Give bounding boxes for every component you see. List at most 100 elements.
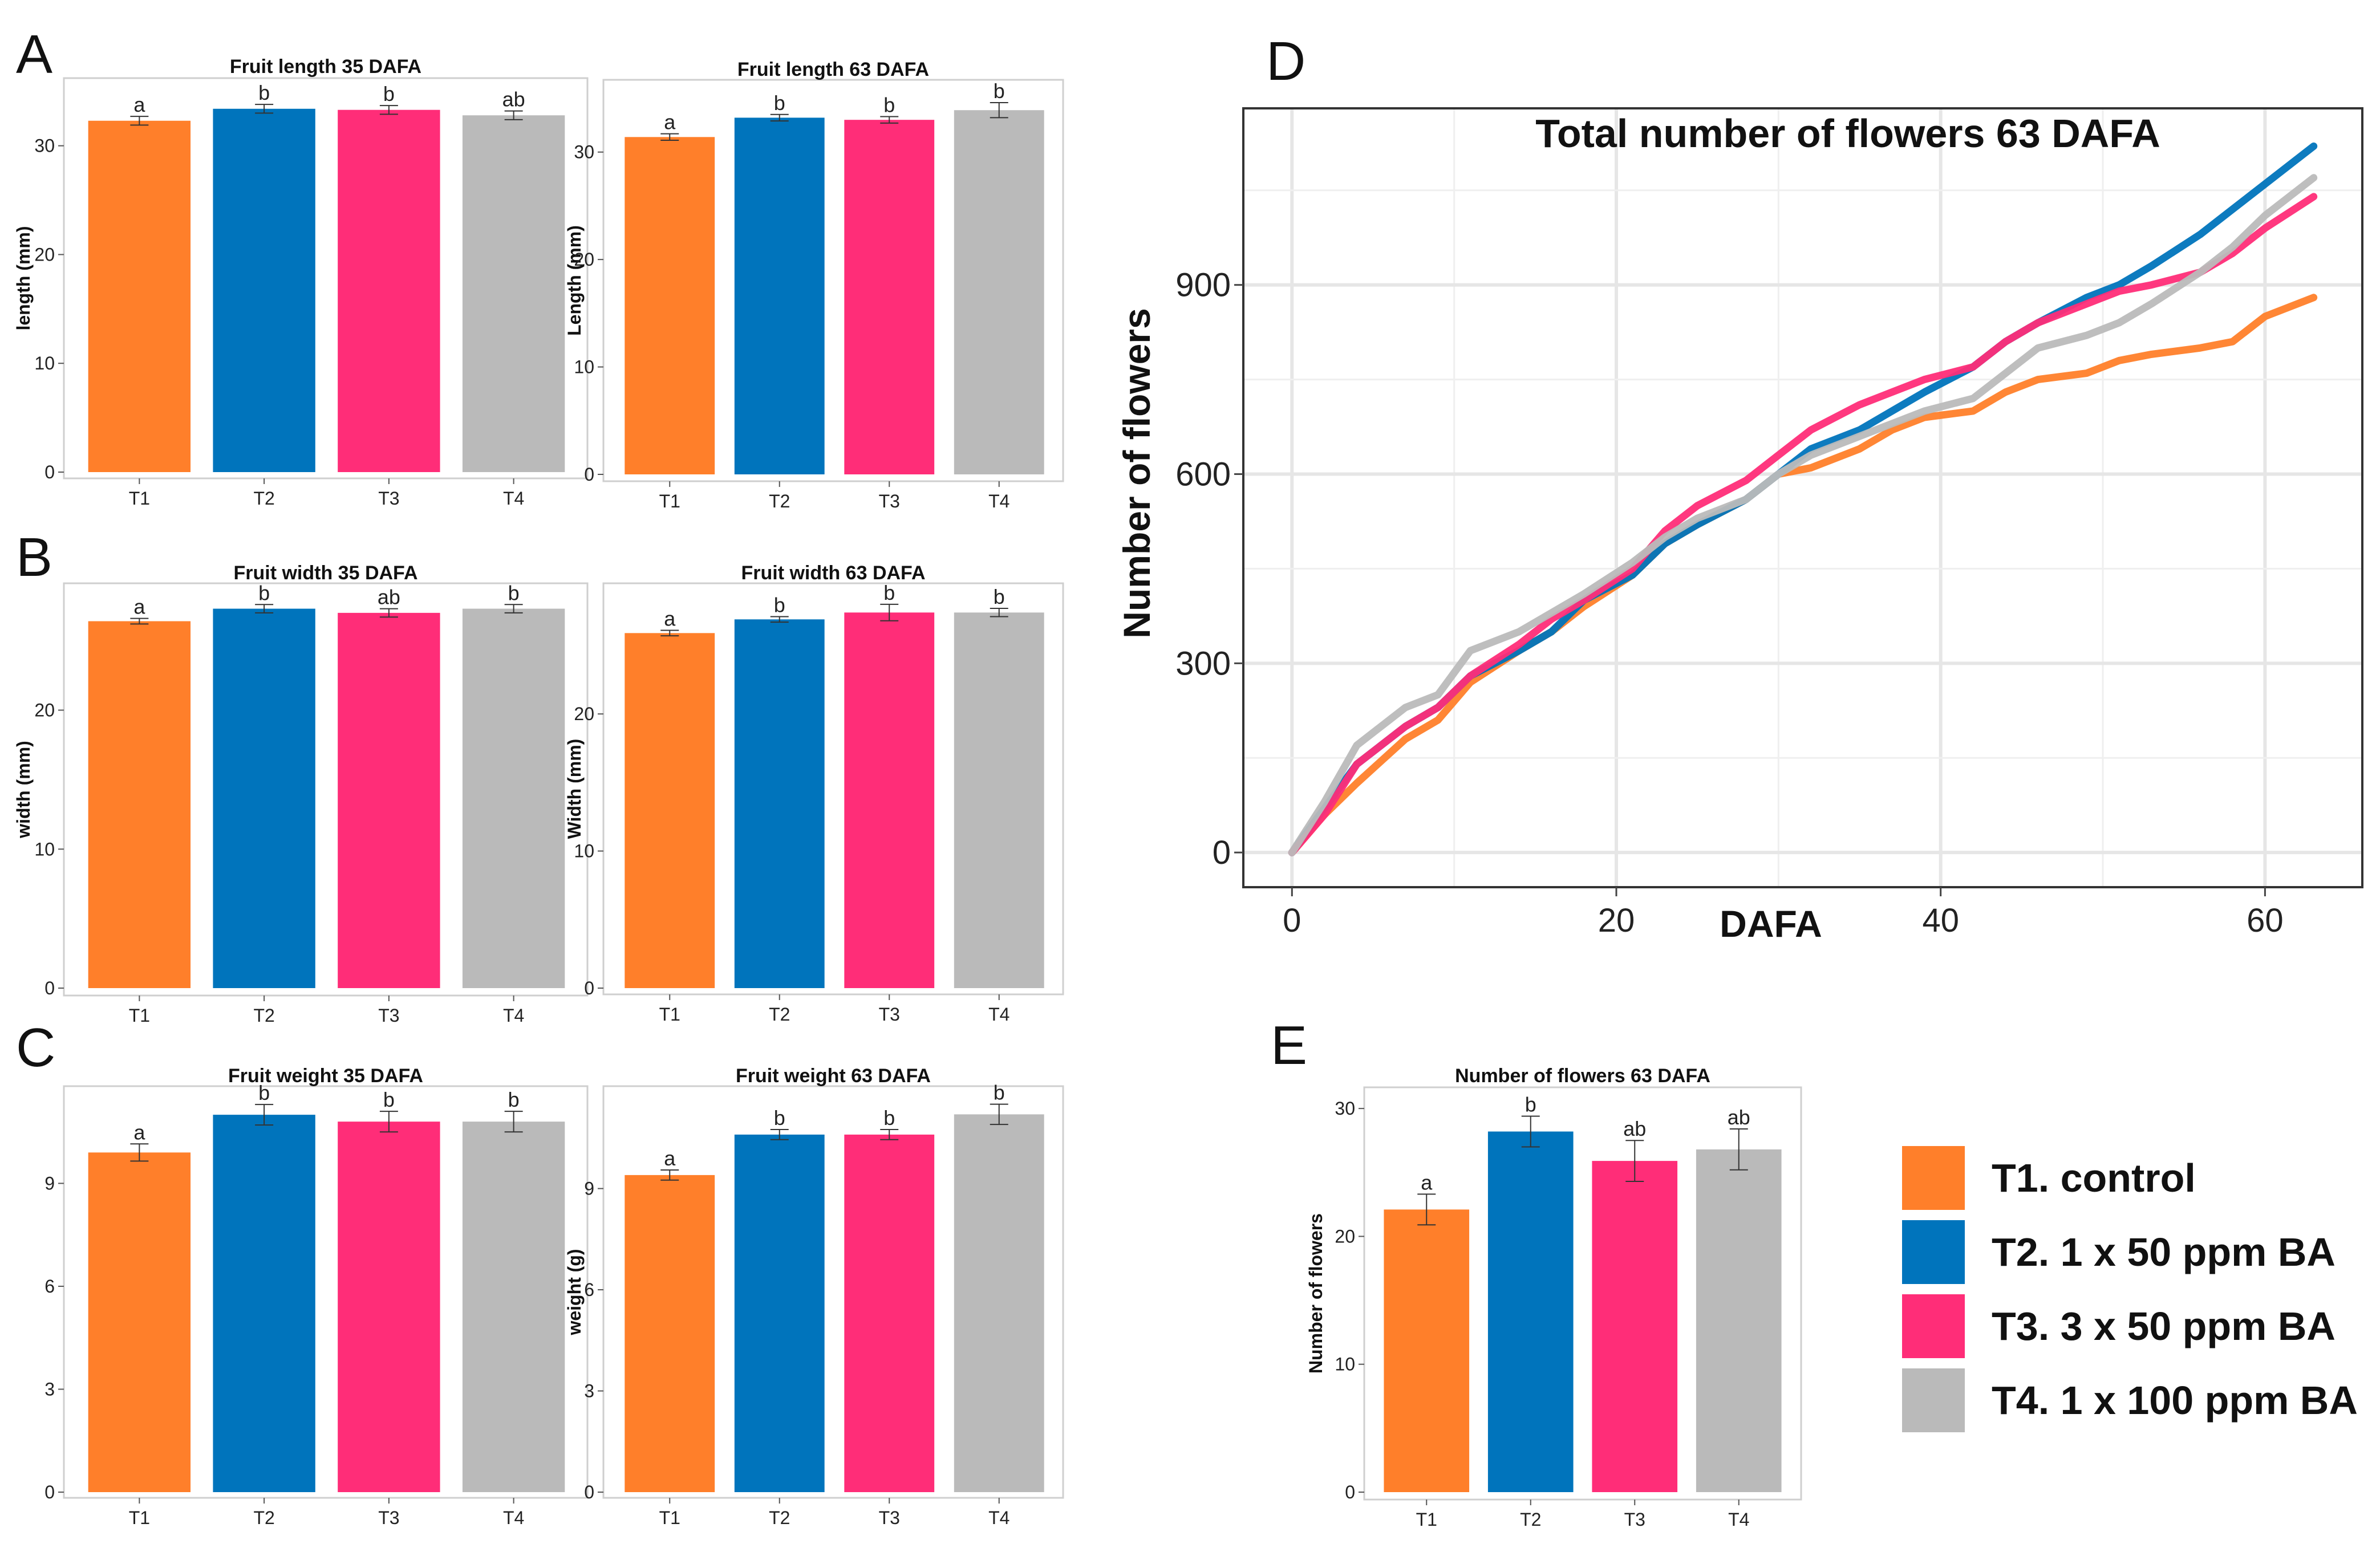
- chart-title: Fruit length 35 DAFA: [230, 56, 421, 78]
- bar-t3: [844, 120, 935, 474]
- error-bar-t2: [770, 113, 789, 122]
- chart-c2: Fruit weight 63 DAFA weight (g) 0 3 6 9 a T1 b T2…: [564, 1065, 1064, 1528]
- error-bar-t1: [130, 1143, 149, 1162]
- significance-label: a: [133, 595, 145, 619]
- error-bar-t3: [1625, 1140, 1644, 1182]
- panel-label-b: B: [16, 527, 52, 588]
- bar-t3: [338, 1122, 440, 1492]
- x-tick-label: 60: [2247, 902, 2284, 939]
- series-line-t4: [1288, 174, 2318, 856]
- x-tick-label: T1: [129, 1508, 150, 1528]
- legend-item-t2: T2. 1 x 50 ppm BA: [1902, 1220, 2336, 1284]
- y-tick-label: 0: [1345, 1482, 1355, 1502]
- x-tick-label: 0: [1283, 902, 1301, 939]
- chart-c1: Fruit weight 35 DAFA 0 3 6 9 a T1 b T2 b T3 b T4: [44, 1065, 589, 1528]
- chart-title: Number of flowers 63 DAFA: [1455, 1065, 1710, 1087]
- gridlines: [1243, 108, 2362, 887]
- chart-title: Fruit width 35 DAFA: [234, 562, 418, 584]
- significance-label: b: [508, 581, 520, 604]
- legend-swatch: [1902, 1220, 1965, 1284]
- error-bar-t4: [990, 102, 1008, 119]
- error-bar-t3: [379, 105, 398, 115]
- error-bar-t2: [255, 104, 274, 114]
- bar-t4: [954, 612, 1044, 988]
- legend-item-t3: T3. 3 x 50 ppm BA: [1902, 1294, 2336, 1358]
- x-axis-label: DAFA: [1720, 903, 1822, 945]
- y-tick-label: 9: [584, 1179, 594, 1199]
- x-tick-label: T3: [879, 491, 900, 511]
- y-axis-label: Number of flowers: [1305, 1213, 1326, 1374]
- chart-title: Fruit width 63 DAFA: [741, 562, 926, 584]
- y-tick-label: 0: [584, 464, 594, 485]
- y-tick-label: 0: [584, 978, 594, 998]
- bar-t3: [338, 109, 440, 472]
- significance-label: b: [883, 94, 895, 117]
- bar-t4: [462, 115, 565, 473]
- error-bar-t4: [1729, 1128, 1748, 1171]
- x-tick-label: 20: [1598, 902, 1635, 939]
- error-bar-t1: [1417, 1193, 1436, 1226]
- series-line-t3: [1288, 193, 2318, 856]
- bar-t4: [462, 1122, 565, 1492]
- series-line-t1: [1288, 294, 2318, 856]
- bar-t1: [625, 633, 715, 988]
- x-tick-label: T1: [659, 1508, 680, 1528]
- x-tick-label: T4: [988, 491, 1009, 511]
- y-tick-label: 600: [1175, 456, 1231, 493]
- legend-item-t1: T1. control: [1902, 1146, 2196, 1210]
- significance-label: ab: [1623, 1117, 1646, 1140]
- significance-label: ab: [1728, 1106, 1750, 1129]
- bar-t1: [88, 120, 191, 472]
- y-tick-label: 20: [34, 700, 55, 721]
- bar-t2: [213, 108, 315, 472]
- y-tick-label: 20: [574, 704, 594, 724]
- y-axis-label: Length (mm): [564, 225, 585, 336]
- bar-t3: [338, 612, 440, 988]
- significance-label: b: [258, 1081, 270, 1104]
- significance-label: b: [383, 1088, 395, 1111]
- error-bar-t2: [770, 616, 789, 623]
- error-bar-t4: [504, 1111, 523, 1133]
- bar-t4: [1696, 1149, 1782, 1492]
- y-tick-label: 3: [44, 1379, 55, 1399]
- x-tick-label: T2: [1520, 1509, 1541, 1530]
- legend-swatch: [1902, 1294, 1965, 1358]
- y-tick-label: 6: [584, 1279, 594, 1300]
- panel-label-e: E: [1271, 1015, 1307, 1076]
- x-tick-label: T4: [988, 1004, 1009, 1025]
- y-tick-label: 300: [1175, 645, 1231, 682]
- x-tick-label: T2: [769, 1508, 790, 1528]
- significance-label: a: [133, 1120, 145, 1144]
- y-tick-label: 0: [584, 1482, 594, 1502]
- y-tick-label: 10: [34, 353, 55, 373]
- significance-label: b: [994, 585, 1005, 608]
- error-bar-t2: [1521, 1115, 1540, 1148]
- x-tick-label: T4: [503, 1508, 524, 1528]
- significance-label: b: [258, 81, 270, 104]
- error-bar-t2: [255, 1104, 274, 1126]
- y-tick-label: 0: [44, 978, 55, 998]
- y-tick-label: 900: [1175, 267, 1231, 304]
- error-bar-t3: [880, 1129, 899, 1140]
- error-bar-t1: [660, 133, 679, 141]
- legend-label: T3. 3 x 50 ppm BA: [1992, 1304, 2336, 1348]
- plot-frame: [1242, 107, 2363, 888]
- significance-label: b: [383, 82, 395, 105]
- chart-e: Number of flowers 63 DAFA Number of flowe…: [1305, 1065, 1802, 1530]
- y-axis-label: Number of flowers: [1116, 308, 1158, 638]
- panel-label-c: C: [16, 1017, 55, 1078]
- x-tick-label: T2: [769, 491, 790, 511]
- chart-a2: Fruit length 63 DAFA Length (mm) 0 10 20 30 a T…: [564, 59, 1064, 511]
- x-tick-label: T3: [378, 488, 399, 509]
- x-tick-label: T1: [659, 1004, 680, 1025]
- significance-label: b: [774, 593, 785, 616]
- significance-label: b: [508, 1088, 520, 1111]
- y-tick-label: 9: [44, 1173, 55, 1193]
- chart-b2: Fruit width 63 DAFA Width (mm) 0 10 20 a T1 b T2…: [564, 562, 1064, 1025]
- bar-t2: [213, 608, 315, 988]
- chart-title: Fruit length 63 DAFA: [737, 59, 929, 80]
- significance-label: b: [774, 1106, 785, 1130]
- y-axis-label: Width (mm): [564, 739, 585, 839]
- legend-swatch: [1902, 1368, 1965, 1432]
- y-tick-label: 20: [1335, 1226, 1355, 1246]
